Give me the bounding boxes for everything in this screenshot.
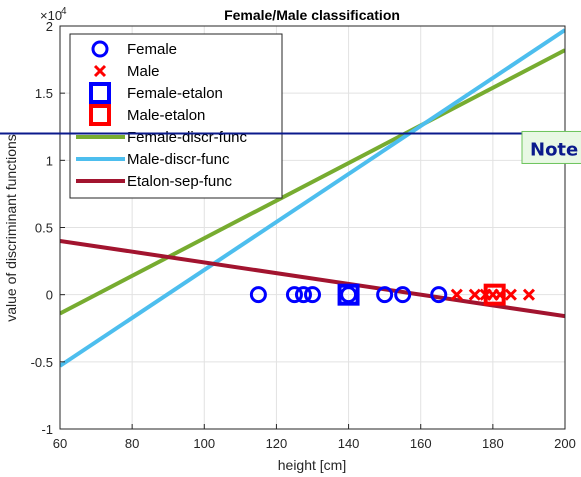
- data-point-female: [304, 286, 321, 304]
- x-axis-label: height [cm]: [278, 457, 346, 473]
- x-tick-label: 200: [554, 436, 576, 451]
- data-point-female: [285, 286, 303, 304]
- data-point-female: [430, 286, 448, 304]
- x-tick-label: 140: [338, 436, 360, 451]
- chart-title: Female/Male classification: [224, 7, 400, 23]
- ticks: 60 80 100 120 140 160 180 200 -1 -0.5 0 0.5 1 1.5 2: [31, 19, 576, 451]
- y-exponent: ×10 4: [40, 6, 67, 23]
- legend-swatch: [89, 104, 111, 126]
- y-axis-label: value of discriminant functions: [3, 134, 19, 322]
- series-layer: [60, 28, 565, 368]
- x-tick-label: 160: [410, 436, 432, 451]
- data-point-male: [468, 288, 481, 301]
- x-tick-label: 60: [53, 436, 67, 451]
- note-callout: Note: [0, 130, 581, 164]
- legend-label: Female-discr-func: [127, 129, 248, 146]
- data-point-male: [522, 288, 535, 301]
- data-point-female-etalon: [337, 283, 360, 306]
- data-point-female: [294, 286, 312, 304]
- data-point-male: [504, 288, 517, 301]
- note-label: Note: [530, 139, 578, 160]
- y-tick-label: 1.5: [35, 86, 53, 101]
- y-tick-label: -0.5: [31, 355, 53, 370]
- y-tick-label: -1: [41, 422, 53, 437]
- y-tick-label: 2: [46, 19, 53, 34]
- series-line-etalon-sep-func: [60, 238, 565, 319]
- legend-swatch: [91, 40, 109, 58]
- y-tick-label: 0: [46, 288, 53, 303]
- legend-swatch: [93, 64, 107, 78]
- legend-label: Female: [127, 41, 177, 58]
- legend-label: Male-etalon: [127, 107, 205, 124]
- data-point-female: [249, 286, 267, 304]
- legend-label: Male-discr-func: [127, 151, 230, 168]
- data-point-female: [376, 286, 394, 304]
- legend-label: Female-etalon: [127, 85, 223, 102]
- legend-label: Etalon-sep-func: [127, 173, 233, 190]
- data-point-female: [394, 286, 412, 304]
- legend-label: Male: [127, 63, 160, 80]
- series-line-male-discr-func: [60, 28, 565, 368]
- x-tick-label: 80: [125, 436, 139, 451]
- legend-swatch: [89, 82, 111, 104]
- legend-box: [69, 33, 283, 199]
- data-point-male-etalon: [483, 283, 506, 306]
- data-point-male: [450, 288, 463, 301]
- y-exponent-base: ×10: [40, 8, 62, 23]
- y-exponent-power: 4: [61, 6, 67, 17]
- series-line-female-discr-func: [60, 48, 565, 316]
- x-tick-label: 100: [193, 436, 215, 451]
- x-tick-label: 180: [482, 436, 504, 451]
- y-tick-label: 0.5: [35, 221, 53, 236]
- note-box: [521, 130, 581, 164]
- y-tick-label: 1: [46, 153, 53, 168]
- legend: Female Male Female-etalon Male-etalon Female…: [69, 33, 283, 199]
- x-tick-label: 120: [266, 436, 288, 451]
